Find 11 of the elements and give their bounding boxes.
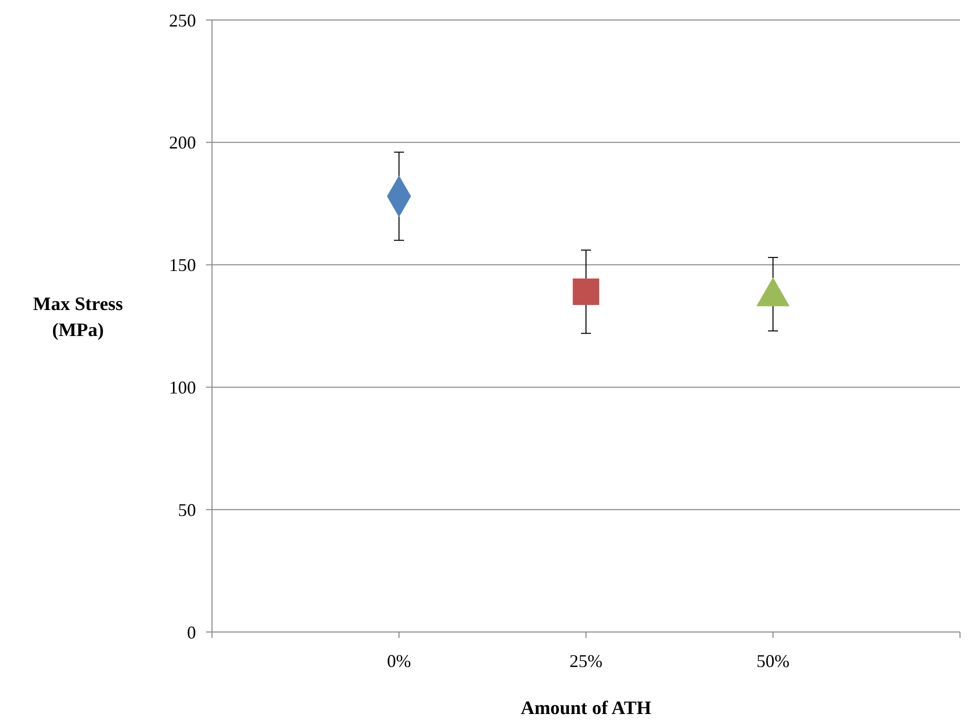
- x-tick-label: 0%: [387, 651, 411, 671]
- y-tick-label: 250: [169, 10, 196, 30]
- y-tick-label: 100: [169, 378, 196, 398]
- x-axis-title: Amount of ATH: [520, 698, 652, 719]
- y-tick-label: 200: [169, 132, 196, 153]
- y-axis-title: Max Stress (MPa): [33, 294, 123, 341]
- x-tick-label: 50%: [756, 651, 790, 671]
- y-tick-label: 50: [178, 500, 196, 520]
- x-tick-label: 25%: [570, 651, 602, 671]
- y-tick-label: 150: [169, 255, 196, 276]
- y-tick-label: 0: [187, 622, 196, 642]
